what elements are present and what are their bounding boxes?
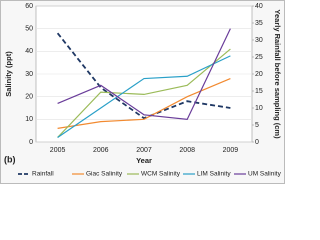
- series-line: [57, 77, 231, 129]
- page: Year Salinity (ppt) Yearly Rainfall befo…: [0, 0, 285, 184]
- series-line: [57, 28, 231, 120]
- y-tick-label: 0: [29, 139, 33, 146]
- x-tick-label: 2005: [50, 147, 66, 154]
- panel-label: (b): [4, 154, 16, 164]
- legend-label: UM Salinity: [248, 171, 282, 178]
- y2-tick-label: 10: [255, 105, 263, 112]
- y2-tick-label: 40: [255, 3, 263, 10]
- x-tick-label: 2009: [223, 147, 239, 154]
- chart: Year Salinity (ppt) Yearly Rainfall befo…: [0, 0, 285, 184]
- series-line: [56, 32, 231, 120]
- x-tick-label: 2008: [179, 147, 195, 154]
- x-tick-label: 2007: [136, 147, 152, 154]
- y2-tick-label: 20: [255, 71, 263, 78]
- legend-label: LIM Salinity: [197, 171, 231, 178]
- y-axis-label: Salinity (ppt): [4, 51, 13, 97]
- y2-tick-label: 0: [255, 139, 259, 146]
- legend-label: WCM Salinity: [141, 171, 181, 178]
- y-tick-label: 60: [25, 3, 33, 10]
- series-line: [57, 48, 231, 138]
- y-tick-label: 30: [25, 71, 33, 78]
- y2-tick-label: 35: [255, 20, 263, 27]
- y2-tick-label: 25: [255, 54, 263, 61]
- y2-tick-label: 15: [255, 88, 263, 95]
- y2-tick-label: 5: [255, 122, 259, 129]
- y2-axis-label: Yearly Rainfall before sampling (cm): [273, 9, 282, 139]
- y2-tick-label: 30: [255, 37, 263, 44]
- legend-label: Giac Salinity: [86, 171, 123, 178]
- series-line: [57, 55, 231, 138]
- x-tick-label: 2006: [93, 147, 109, 154]
- y-tick-label: 10: [25, 116, 33, 123]
- legend-label: Rainfall: [32, 171, 54, 178]
- y-tick-label: 40: [25, 48, 33, 55]
- y-tick-label: 20: [25, 94, 33, 101]
- y-tick-label: 50: [25, 26, 33, 33]
- x-axis-label: Year: [136, 156, 152, 165]
